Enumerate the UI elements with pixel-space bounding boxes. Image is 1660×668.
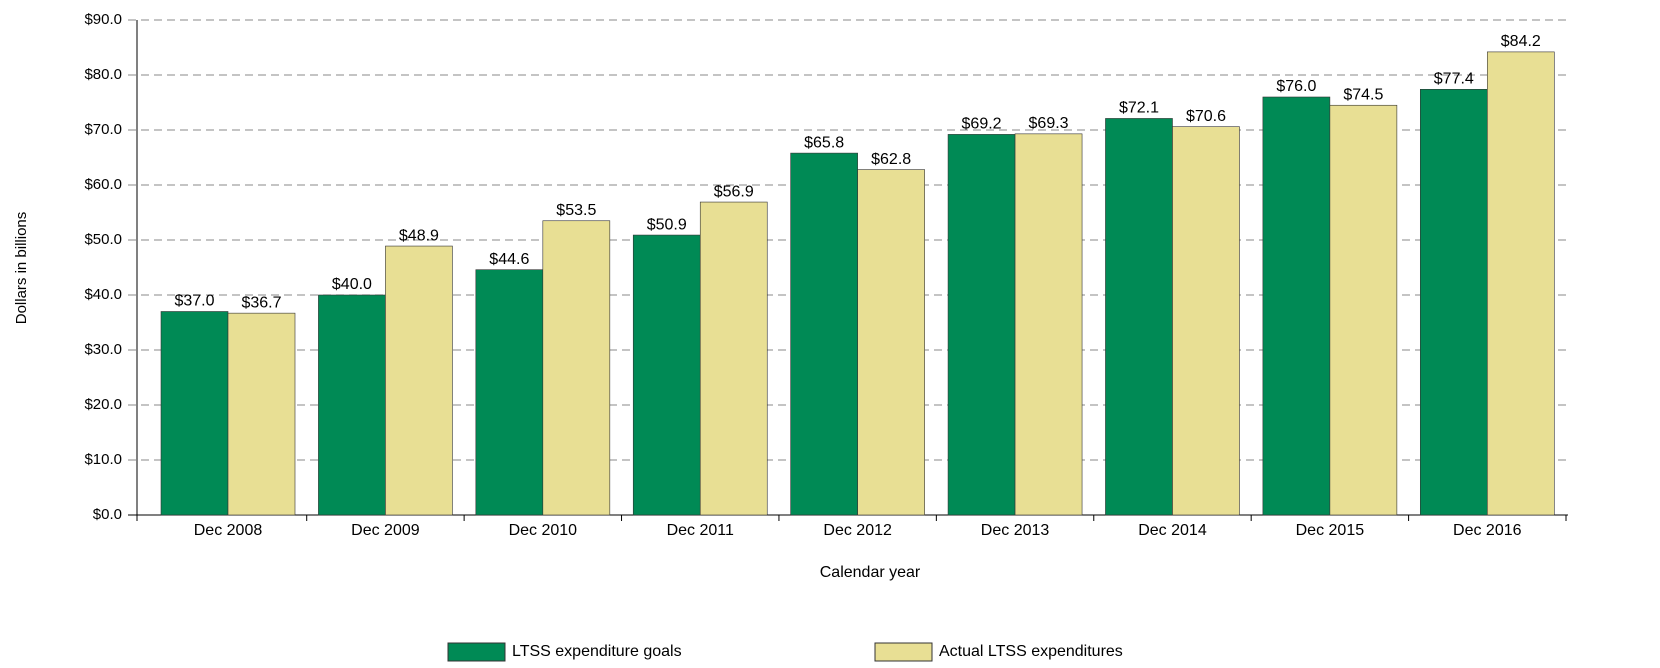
bar (1486, 51, 1555, 516)
x-tick-label: Dec 2011 (667, 522, 734, 539)
legend-label: Actual LTSS expenditures (939, 643, 1123, 660)
data-label: $69.2 (962, 116, 1002, 133)
bar (857, 169, 925, 516)
y-tick-label: $60.0 (84, 176, 122, 193)
x-tick-label: Dec 2016 (1453, 522, 1522, 539)
bar (1014, 133, 1083, 516)
data-label: $44.6 (489, 251, 529, 268)
bar (475, 269, 544, 516)
y-tick-label: $0.0 (93, 506, 122, 523)
data-label: $72.1 (1119, 100, 1159, 117)
data-label: $69.3 (1029, 115, 1069, 132)
bar (1172, 126, 1240, 516)
x-axis-title: Calendar year (820, 564, 921, 581)
y-tick-label: $90.0 (84, 11, 122, 28)
y-tick-label: $70.0 (84, 121, 122, 138)
data-label: $74.5 (1343, 86, 1383, 103)
x-tick-label: Dec 2012 (823, 522, 892, 539)
y-tick-label: $30.0 (84, 341, 122, 358)
x-tick-label: Dec 2008 (194, 522, 263, 539)
data-label: $62.8 (871, 151, 911, 168)
y-tick-label: $10.0 (84, 451, 122, 468)
bar (1105, 118, 1173, 516)
x-tick-label: Dec 2014 (1138, 522, 1207, 539)
legend-label: LTSS expenditure goals (512, 643, 682, 660)
bar (542, 220, 611, 516)
bar (318, 294, 386, 516)
data-label: $36.7 (241, 294, 281, 311)
y-tick-label: $40.0 (84, 286, 122, 303)
bar (385, 245, 453, 516)
bar (1329, 104, 1398, 516)
legend-swatch (874, 642, 933, 662)
bar (790, 152, 858, 516)
x-tick-label: Dec 2009 (351, 522, 420, 539)
bar (632, 234, 701, 516)
data-label: $40.0 (332, 276, 372, 293)
bar (1419, 89, 1488, 516)
y-tick-label: $20.0 (84, 396, 122, 413)
y-tick-label: $80.0 (84, 66, 122, 83)
bar (947, 134, 1016, 516)
data-label: $48.9 (399, 227, 439, 244)
legend-swatch (447, 642, 506, 662)
data-label: $77.4 (1434, 71, 1474, 88)
bar (699, 201, 768, 516)
bar (227, 312, 296, 516)
data-label: $50.9 (647, 216, 687, 233)
bar (160, 311, 229, 516)
data-label: $70.6 (1186, 108, 1226, 125)
data-label: $56.9 (714, 183, 754, 200)
bar (1262, 96, 1331, 516)
x-tick-label: Dec 2015 (1296, 522, 1365, 539)
x-tick-label: Dec 2010 (509, 522, 578, 539)
data-label: $65.8 (804, 134, 844, 151)
data-label: $76.0 (1276, 78, 1316, 95)
data-label: $53.5 (556, 202, 596, 219)
y-axis-title: Dollars in billions (13, 212, 30, 325)
x-tick-label: Dec 2013 (981, 522, 1050, 539)
y-tick-label: $50.0 (84, 231, 122, 248)
data-label: $37.0 (174, 293, 214, 310)
data-label: $84.2 (1501, 33, 1541, 50)
